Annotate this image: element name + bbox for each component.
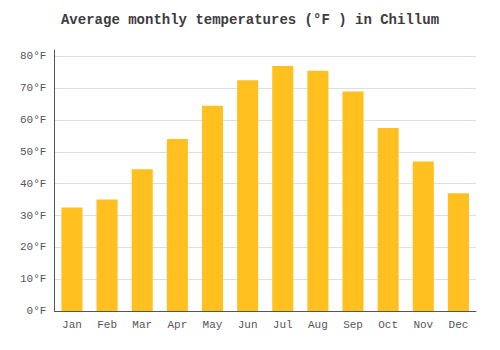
svg-text:Mar: Mar	[132, 319, 152, 331]
svg-text:10°F: 10°F	[20, 273, 46, 285]
svg-text:30°F: 30°F	[20, 210, 46, 222]
svg-text:50°F: 50°F	[20, 146, 46, 158]
svg-text:Nov: Nov	[413, 319, 433, 331]
svg-text:Average monthly temperatures (: Average monthly temperatures (°F ) in Ch…	[61, 12, 439, 28]
svg-text:Jul: Jul	[273, 319, 293, 331]
svg-text:70°F: 70°F	[20, 82, 46, 94]
svg-text:May: May	[203, 319, 223, 331]
svg-text:40°F: 40°F	[20, 178, 46, 190]
svg-text:80°F: 80°F	[20, 50, 46, 62]
svg-text:Aug: Aug	[308, 319, 328, 331]
svg-text:0°F: 0°F	[27, 305, 47, 317]
svg-text:60°F: 60°F	[20, 114, 46, 126]
svg-text:Oct: Oct	[378, 319, 398, 331]
svg-text:Sep: Sep	[343, 319, 363, 331]
svg-text:Dec: Dec	[449, 319, 469, 331]
svg-text:Jan: Jan	[62, 319, 82, 331]
svg-text:Feb: Feb	[97, 319, 117, 331]
svg-text:Jun: Jun	[238, 319, 258, 331]
svg-text:20°F: 20°F	[20, 241, 46, 253]
svg-text:Apr: Apr	[167, 319, 187, 331]
